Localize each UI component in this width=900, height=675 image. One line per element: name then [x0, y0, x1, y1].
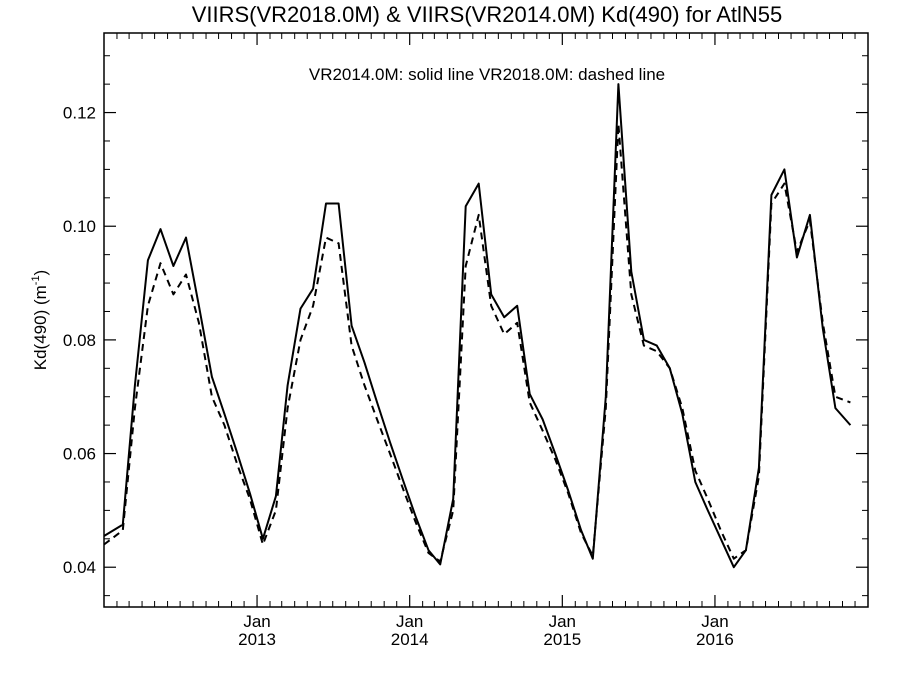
series-group: [103, 83, 852, 569]
x-tick-month-label: Jan: [396, 612, 423, 631]
plot-frame: [103, 32, 869, 608]
y-axis-label-close: ): [31, 270, 50, 276]
x-tick-year-label: 2014: [391, 630, 429, 649]
x-tick-month-label: Jan: [549, 612, 576, 631]
y-tick-label: 0.12: [63, 104, 96, 123]
x-tick-year-label: 2013: [238, 630, 276, 649]
series-line-vr2014-0m: [103, 83, 852, 569]
y-tick-label: 0.06: [63, 445, 96, 464]
y-tick-label: 0.04: [63, 558, 96, 577]
y-axis: 0.04 0.06 0.08 0.10 0.12: [63, 55, 868, 597]
chart-title: VIIRS(VR2018.0M) & VIIRS(VR2014.0M) Kd(4…: [192, 2, 783, 27]
y-tick-label: 0.08: [63, 331, 96, 350]
x-tick-month-label: Jan: [701, 612, 728, 631]
x-tick-year-label: 2015: [543, 630, 581, 649]
y-axis-label-sup: -1: [30, 275, 42, 285]
y-axis-label: Kd(490) (m-1): [30, 270, 50, 370]
legend-annotation: VR2014.0M: solid line VR2018.0M: dashed …: [309, 65, 665, 84]
x-tick-month-label: Jan: [243, 612, 270, 631]
y-tick-label: 0.10: [63, 217, 96, 236]
series-line-vr2018-0m: [103, 122, 851, 563]
y-axis-label-main: Kd(490) (m: [31, 285, 50, 370]
x-tick-year-label: 2016: [696, 630, 734, 649]
